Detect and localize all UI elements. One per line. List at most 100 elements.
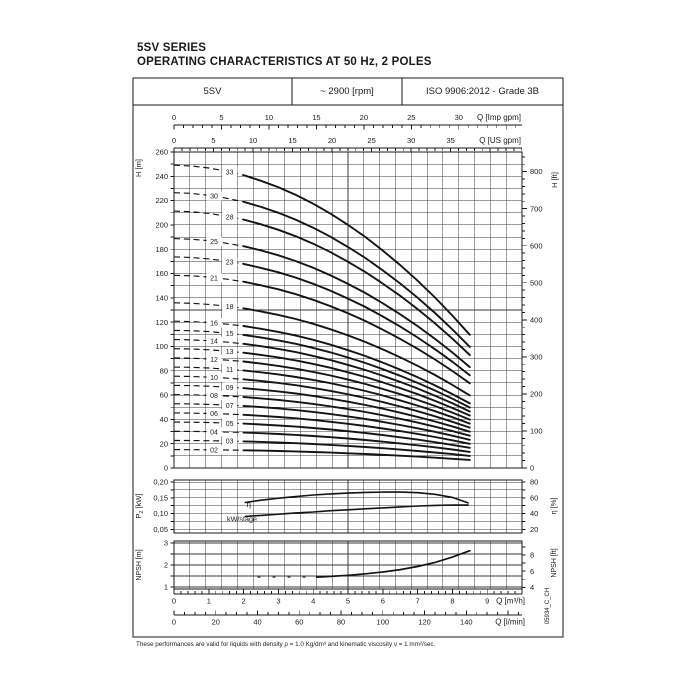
stage-label-02: 02	[206, 445, 222, 455]
svg-text:20: 20	[360, 113, 368, 122]
kw-per-stage-label: kW/stage	[227, 515, 257, 524]
svg-text:14: 14	[210, 339, 218, 346]
svg-text:80: 80	[530, 478, 538, 487]
svg-text:8: 8	[450, 597, 454, 606]
svg-text:700: 700	[530, 204, 543, 213]
q-m3h-axis-unit: Q [m³/h]	[496, 597, 525, 606]
npsh-right-axis: 4 6 8 NPSH [ft]	[522, 546, 558, 592]
svg-text:4: 4	[530, 583, 534, 592]
npsh-curve	[257, 549, 471, 578]
svg-text:25: 25	[367, 136, 375, 145]
stage-label-21: 21	[206, 273, 222, 283]
header-speed: ~ 2900 [rpm]	[320, 86, 374, 97]
stage-curve-23	[173, 256, 471, 377]
svg-text:220: 220	[155, 196, 168, 205]
svg-text:160: 160	[155, 269, 168, 278]
svg-text:100: 100	[155, 342, 168, 351]
header-standard: ISO 9906:2012 - Grade 3B	[425, 86, 540, 97]
svg-text:10: 10	[265, 113, 273, 122]
svg-text:20: 20	[160, 439, 168, 448]
stage-label-30: 30	[206, 191, 222, 201]
stage-label-25: 25	[206, 236, 222, 247]
stage-label-03: 03	[222, 436, 238, 446]
svg-text:80: 80	[337, 618, 345, 627]
stage-label-18: 18	[222, 301, 238, 312]
page-title: 5SV SERIES OPERATING CHARACTERISTICS AT …	[137, 41, 432, 69]
svg-text:60: 60	[295, 618, 303, 627]
npsh-left-axis: 1 2 3 NPSH [m]	[136, 539, 174, 592]
svg-text:4: 4	[311, 597, 315, 606]
npsh-m-axis-label: NPSH [m]	[136, 549, 143, 580]
svg-text:1: 1	[207, 597, 211, 606]
efficiency-right-axis: 20 40 60 80 η [%]	[522, 478, 558, 534]
stage-curve-33	[173, 164, 471, 336]
svg-text:0,15: 0,15	[153, 493, 168, 502]
svg-text:20: 20	[212, 618, 220, 627]
stage-label-28: 28	[222, 212, 238, 222]
svg-text:04: 04	[210, 429, 218, 436]
stage-label-12: 12	[206, 354, 222, 364]
svg-text:0,20: 0,20	[153, 478, 168, 487]
svg-text:06: 06	[210, 411, 218, 418]
svg-text:03: 03	[226, 439, 234, 446]
series-title: 5SV SERIES	[137, 42, 207, 54]
power-axis-label: P2 [kW]	[134, 493, 145, 518]
svg-text:5: 5	[211, 136, 215, 145]
header-table: 5SV ~ 2900 [rpm] ISO 9906:2012 - Grade 3…	[133, 78, 563, 105]
svg-text:18: 18	[226, 304, 234, 311]
svg-text:20: 20	[328, 136, 336, 145]
svg-text:30: 30	[210, 194, 218, 201]
svg-text:07: 07	[226, 403, 234, 410]
stage-label-04: 04	[206, 427, 222, 437]
svg-text:140: 140	[155, 293, 168, 302]
svg-text:5: 5	[219, 113, 223, 122]
efficiency-axis-label: η [%]	[549, 497, 558, 514]
svg-text:0: 0	[530, 464, 534, 473]
svg-text:100: 100	[377, 618, 390, 627]
svg-text:25: 25	[407, 113, 415, 122]
head-m-axis-label: H [m]	[134, 159, 143, 177]
svg-text:28: 28	[226, 214, 234, 221]
svg-text:0: 0	[172, 113, 176, 122]
svg-text:260: 260	[155, 148, 168, 157]
svg-text:500: 500	[530, 278, 543, 287]
svg-text:25: 25	[210, 239, 218, 246]
figure-frame	[132, 77, 564, 638]
svg-text:0,10: 0,10	[153, 509, 168, 518]
head-left-axis: 0 20 40 60 80 100 120 140 160 180 200 220 240 260 H [m…	[134, 148, 174, 473]
stage-curve-13	[173, 348, 471, 417]
stage-curve-09	[173, 384, 471, 433]
stage-label-08: 08	[206, 390, 222, 401]
power-efficiency-curves: η kW/stage	[227, 491, 469, 524]
stage-label-11: 11	[222, 364, 238, 374]
svg-text:120: 120	[418, 618, 431, 627]
stage-curve-07	[173, 403, 471, 441]
svg-text:200: 200	[155, 221, 168, 230]
stage-curve-11	[173, 366, 471, 425]
svg-text:3: 3	[276, 597, 280, 606]
svg-text:8: 8	[530, 551, 534, 560]
stage-label-14: 14	[206, 336, 222, 346]
svg-text:30: 30	[455, 113, 463, 122]
stage-curve-28	[173, 210, 471, 356]
power-left-axis: 0,05 0,10 0,15 0,20 P2 [kW]	[134, 478, 174, 534]
svg-text:3: 3	[164, 539, 168, 548]
svg-text:13: 13	[226, 349, 234, 356]
eta-curve-label: η	[247, 500, 251, 509]
svg-text:02: 02	[210, 447, 218, 454]
svg-text:200: 200	[530, 390, 543, 399]
stage-label-33: 33	[222, 167, 238, 177]
svg-text:2: 2	[164, 561, 168, 570]
stage-label-09: 09	[222, 382, 238, 392]
head-right-axis: 0 100 200 300 400 500 600 700 800 H [ft]	[522, 156, 559, 473]
svg-text:1: 1	[164, 583, 168, 592]
svg-text:120: 120	[155, 318, 168, 327]
npsh-ft-axis-label: NPSH [ft]	[551, 548, 558, 577]
q-m3h-axis: 0 1 2 3 4 5 6 7 8 9 Q [m³/h]	[172, 589, 525, 606]
svg-text:240: 240	[155, 172, 168, 181]
svg-text:0: 0	[164, 464, 168, 473]
svg-text:0: 0	[172, 618, 176, 627]
stage-label-23: 23	[222, 257, 238, 267]
svg-text:0: 0	[172, 136, 176, 145]
